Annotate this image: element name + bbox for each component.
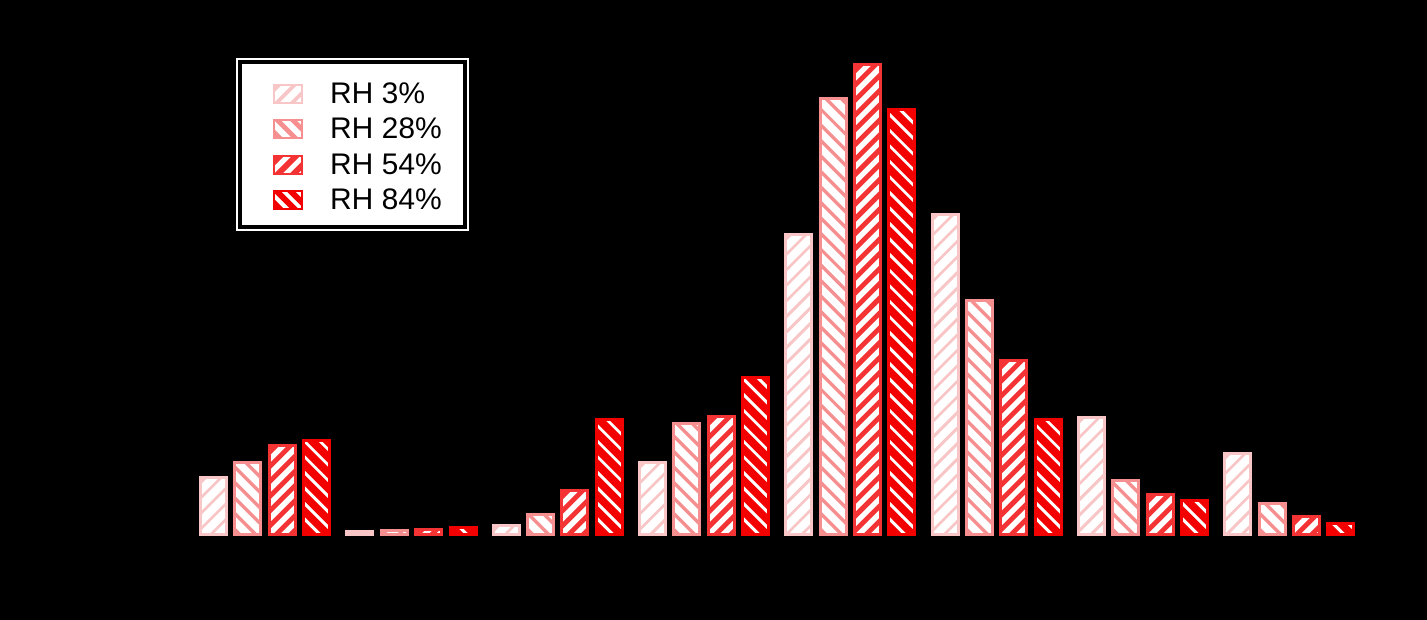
bar-rh54-g7: [1145, 493, 1175, 536]
bar-rh28-g5: [818, 97, 848, 536]
legend-label-rh-28: RH 28%: [330, 112, 442, 146]
legend: RH 3% RH 28% RH 54% RH 84%: [236, 58, 469, 231]
bar-rh3-g2: [345, 530, 375, 536]
legend-swatch-rh-84: [273, 190, 303, 211]
legend-item-rh-3: RH 3%: [273, 76, 463, 112]
bar-rh3-g4: [637, 461, 667, 536]
legend-label-rh-3: RH 3%: [330, 76, 426, 110]
bar-rh3-g8: [1223, 452, 1253, 536]
bar-rh54-g4: [706, 415, 736, 536]
bar-rh54-g1: [267, 444, 297, 536]
legend-item-rh-54: RH 54%: [273, 147, 463, 183]
bar-rh84-g3: [594, 418, 624, 536]
bar-rh84-g8: [1326, 522, 1356, 536]
bar-rh3-g5: [784, 233, 814, 536]
bar-rh28-g8: [1257, 502, 1287, 536]
bar-rh28-g4: [672, 422, 702, 536]
bar-rh28-g6: [964, 299, 994, 536]
bar-rh84-g1: [302, 439, 332, 536]
bar-rh54-g2: [414, 528, 444, 536]
legend-label-rh-84: RH 84%: [330, 183, 442, 217]
legend-swatch-rh-54: [273, 154, 303, 175]
bar-rh54-g3: [560, 489, 590, 536]
legend-swatch-rh-28: [273, 119, 303, 140]
legend-item-rh-84: RH 84%: [273, 183, 463, 219]
bar-rh54-g6: [999, 359, 1029, 536]
bar-rh84-g6: [1033, 418, 1063, 536]
bar-rh28-g2: [379, 529, 409, 536]
bar-rh28-g1: [233, 461, 263, 536]
bar-rh3-g1: [199, 476, 228, 536]
bar-rh54-g5: [853, 63, 882, 536]
bar-rh3-g7: [1076, 416, 1106, 536]
bar-rh54-g8: [1291, 515, 1321, 536]
bar-rh3-g3: [491, 524, 521, 536]
bar-rh84-g5: [887, 108, 917, 536]
bar-rh28-g3: [526, 513, 555, 536]
bar-rh84-g7: [1180, 499, 1209, 536]
bar-rh28-g7: [1111, 479, 1141, 536]
legend-swatch-rh-3: [273, 83, 303, 104]
bar-rh84-g4: [741, 376, 771, 536]
legend-item-rh-28: RH 28%: [273, 112, 463, 148]
bar-rh3-g6: [930, 213, 960, 536]
bar-rh84-g2: [448, 526, 478, 536]
legend-label-rh-54: RH 54%: [330, 147, 442, 181]
